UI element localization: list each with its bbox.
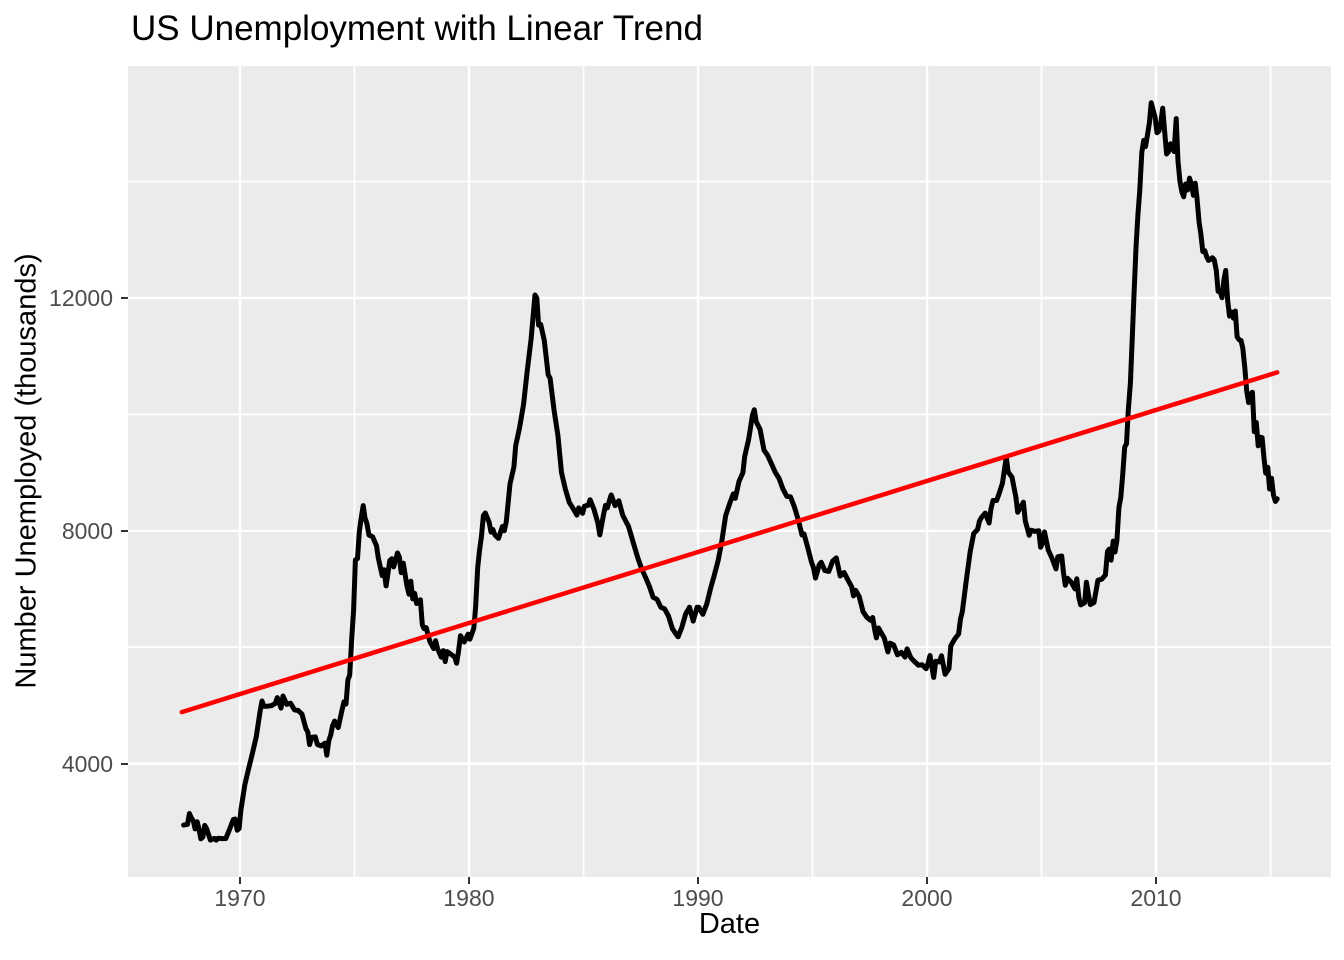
x-tick-mark — [926, 877, 929, 884]
x-tick-mark — [467, 877, 470, 884]
linear-trend-line — [179, 370, 1280, 715]
x-tick-label: 2000 — [901, 885, 953, 911]
y-tick-label: 4000 — [61, 750, 113, 777]
plot-panel — [128, 66, 1331, 877]
x-tick-mark — [1155, 877, 1158, 884]
chart-title: US Unemployment with Linear Trend — [131, 9, 703, 48]
y-tick-label: 8000 — [61, 517, 113, 544]
x-tick-label: 1990 — [672, 885, 724, 911]
y-tick-mark — [121, 296, 128, 299]
x-tick-label: 1970 — [214, 885, 266, 911]
unemployment-line — [181, 100, 1280, 843]
x-tick-mark — [697, 877, 699, 884]
x-tick-label: 1980 — [443, 885, 495, 911]
x-axis-title: Date — [698, 908, 761, 940]
x-tick-mark — [238, 877, 241, 884]
x-tick-label: 2010 — [1130, 885, 1182, 911]
y-tick-mark — [121, 762, 128, 765]
y-tick-label: 12000 — [49, 284, 113, 311]
chart-canvas — [128, 66, 1331, 877]
y-tick-mark — [121, 529, 128, 532]
y-axis-title: Number Unemployed (thousands) — [10, 253, 43, 689]
